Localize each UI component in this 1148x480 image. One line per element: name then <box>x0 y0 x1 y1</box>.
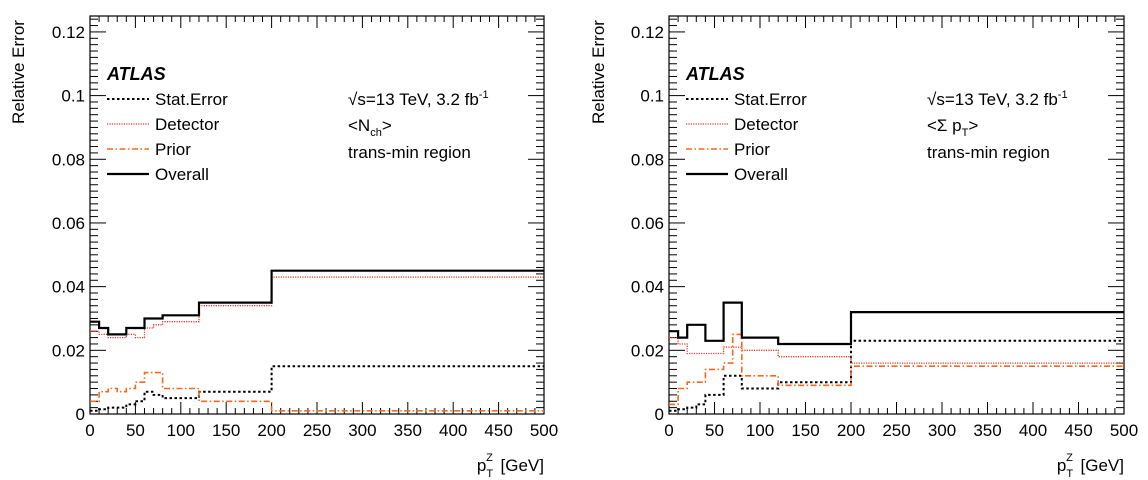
y-tick-label: 0 <box>76 405 85 424</box>
series-group <box>90 269 544 412</box>
chart-panel-2: 0 50 100 150 200 250 300 350 400 450 50000.020.040… <box>589 15 1138 480</box>
observable-sub: ch <box>370 127 382 139</box>
energy-sup: -1 <box>1058 89 1068 101</box>
x-tick-label: 450 <box>1064 421 1092 440</box>
x-axis-title-unit: [GeV] <box>496 456 544 475</box>
x-tick-label: 100 <box>746 421 774 440</box>
y-tick-label: 0.12 <box>52 23 85 42</box>
y-tick-label: 0.08 <box>52 150 85 169</box>
observable-label: <Σ pT> <box>927 116 978 139</box>
energy-text: √s=13 TeV, 3.2 fb <box>927 90 1058 109</box>
y-tick-label: 0.08 <box>631 150 664 169</box>
x-axis: 0 50 100 150 200 250 300 350 400 450 500 <box>85 16 558 440</box>
annotation: √s=13 TeV, 3.2 fb-1 <Σ pT> trans-min regio… <box>927 89 1068 162</box>
x-tick-label: 200 <box>257 421 285 440</box>
y-tick-label: 0.04 <box>52 278 85 297</box>
x-tick-label: 400 <box>1019 421 1047 440</box>
y-tick-label: 0.02 <box>52 341 85 360</box>
x-tick-label: 500 <box>1110 421 1138 440</box>
x-tick-label: 250 <box>882 421 910 440</box>
x-tick-label: 50 <box>126 421 145 440</box>
series-group <box>669 301 1124 412</box>
x-tick-label: 350 <box>973 421 1001 440</box>
legend-label: Overall <box>155 165 209 184</box>
chart-panel-1: 0 50 100 150 200 250 300 350 400 450 50000.020.040… <box>9 15 558 480</box>
x-axis-title-unit: [GeV] <box>1076 456 1124 475</box>
series-line-overall <box>90 269 544 336</box>
x-tick-label: 500 <box>530 421 558 440</box>
energy-label: √s=13 TeV, 3.2 fb-1 <box>348 89 489 109</box>
legend: Stat.Error Detector Prior Overall <box>686 90 807 184</box>
x-tick-label: 150 <box>212 421 240 440</box>
x-tick-label: 350 <box>394 421 422 440</box>
y-axis-title: Relative Error <box>589 20 608 124</box>
x-tick-label: 450 <box>484 421 512 440</box>
x-tick-label: 0 <box>85 421 94 440</box>
x-axis-title: pTZ [GeV] <box>1057 452 1124 480</box>
x-tick-label: 250 <box>303 421 331 440</box>
legend: Stat.Error Detector Prior Overall <box>107 90 228 184</box>
x-tick-label: 200 <box>837 421 865 440</box>
region-label: trans-min region <box>348 143 471 162</box>
series-line-overall <box>669 301 1124 346</box>
x-tick-label: 0 <box>664 421 673 440</box>
atlas-label: ATLAS <box>685 64 745 84</box>
x-axis-title-main: p <box>1057 456 1066 475</box>
x-axis-title-sub: T <box>486 468 493 480</box>
observable-end: > <box>968 116 978 135</box>
energy-sup: -1 <box>479 89 489 101</box>
legend-label: Stat.Error <box>734 90 807 109</box>
x-axis-title-sub: T <box>1066 468 1073 480</box>
x-tick-label: 100 <box>167 421 195 440</box>
x-axis-title-sup: Z <box>1066 452 1073 464</box>
x-tick-label: 400 <box>439 421 467 440</box>
energy-text: √s=13 TeV, 3.2 fb <box>348 90 479 109</box>
x-axis-title-main: p <box>477 456 486 475</box>
observable-main: <N <box>348 116 370 135</box>
y-tick-label: 0.04 <box>631 278 664 297</box>
x-tick-label: 300 <box>928 421 956 440</box>
region-label: trans-min region <box>927 143 1050 162</box>
y-axis: 0 0.02 0.04 0.06 0.08 0.1 0.12 <box>52 18 544 424</box>
legend-label: Prior <box>155 140 191 159</box>
legend-label: Prior <box>734 140 770 159</box>
legend-label: Stat.Error <box>155 90 228 109</box>
series-line-stat-error <box>90 365 544 412</box>
legend-label: Overall <box>734 165 788 184</box>
annotation: √s=13 TeV, 3.2 fb-1 <Nch> trans-min region <box>348 89 489 162</box>
x-tick-label: 50 <box>705 421 724 440</box>
y-tick-label: 0.1 <box>640 87 664 106</box>
series-line-prior <box>669 333 1124 406</box>
y-tick-label: 0.1 <box>61 87 85 106</box>
observable-sub: T <box>962 127 969 139</box>
x-axis-title: pTZ [GeV] <box>477 452 544 480</box>
legend-label: Detector <box>155 115 220 134</box>
y-tick-label: 0.02 <box>631 341 664 360</box>
y-tick-label: 0.06 <box>631 214 664 233</box>
x-tick-label: 300 <box>348 421 376 440</box>
x-axis-title-sup: Z <box>486 452 493 464</box>
observable-main: <Σ p <box>927 116 962 135</box>
series-line-detector <box>90 276 544 339</box>
legend-label: Detector <box>734 115 799 134</box>
y-axis: 0 0.02 0.04 0.06 0.08 0.1 0.12 <box>631 18 1124 424</box>
x-axis: 0 50 100 150 200 250 300 350 400 450 500 <box>664 16 1138 440</box>
y-tick-label: 0.06 <box>52 214 85 233</box>
x-tick-label: 150 <box>791 421 819 440</box>
series-line-prior <box>90 371 544 412</box>
energy-label: √s=13 TeV, 3.2 fb-1 <box>927 89 1068 109</box>
y-axis-title: Relative Error <box>9 20 28 124</box>
observable-end: > <box>382 116 392 135</box>
observable-label: <Nch> <box>348 116 392 139</box>
y-tick-label: 0 <box>655 405 664 424</box>
series-line-stat-error <box>669 339 1124 412</box>
atlas-label: ATLAS <box>106 64 166 84</box>
y-tick-label: 0.12 <box>631 23 664 42</box>
